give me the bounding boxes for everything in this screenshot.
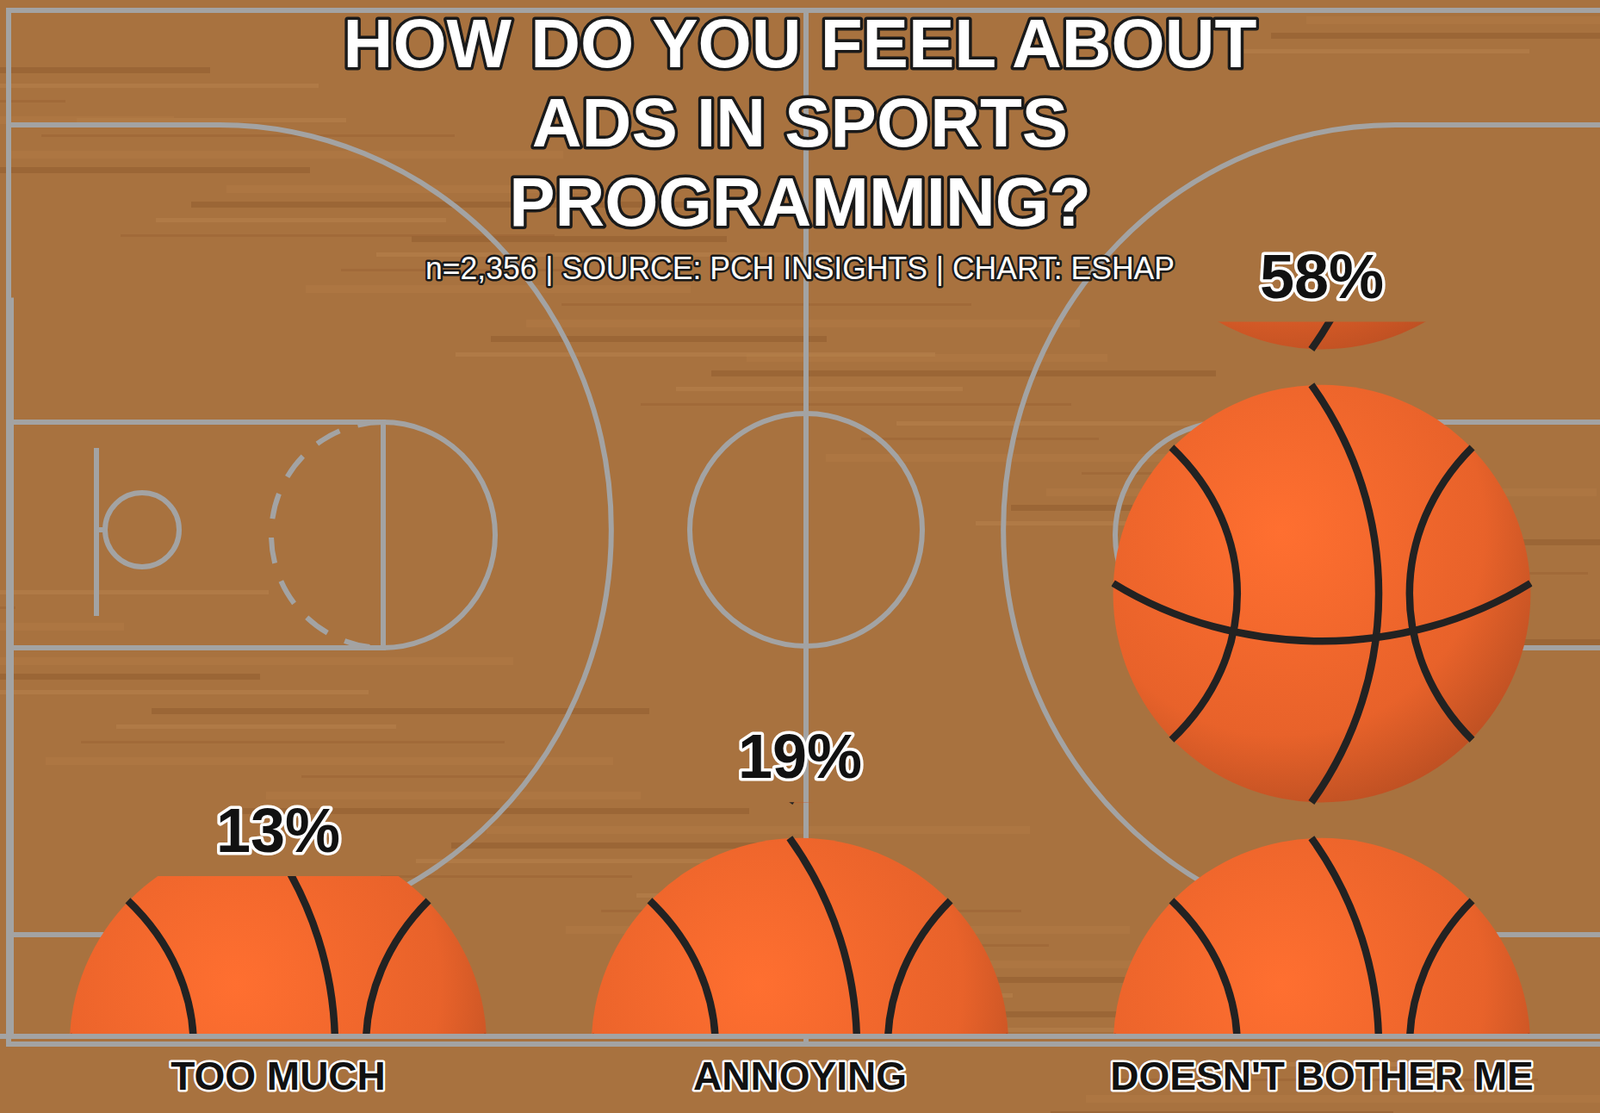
y-axis-line: [11, 297, 14, 1037]
ball-body: [1113, 322, 1532, 350]
wood-grain: [0, 83, 319, 88]
wood-grain: [0, 67, 211, 74]
x-tick-label: DOESN'T BOTHER ME: [1110, 1053, 1533, 1098]
data-labels: 13% 19% 58%: [216, 241, 1384, 866]
x-tick-label: ANNOYING: [693, 1053, 907, 1098]
wood-grain: [675, 386, 963, 391]
ball-seam: [1171, 899, 1237, 1036]
bar: [591, 801, 1010, 1036]
subtitle: n=2,356 | SOURCE: PCH INSIGHTS | CHART: …: [425, 250, 1175, 286]
ball-seam: [649, 899, 715, 1036]
wood-grain: [45, 756, 614, 765]
court-line: [1003, 124, 1600, 935]
wood-grain: [861, 437, 1099, 441]
ball-icon: [1113, 322, 1532, 350]
wood-grain: [0, 167, 311, 174]
ball-seam: [1409, 899, 1473, 1036]
x-tick: TOO MUCH: [170, 1053, 386, 1098]
bar: [1113, 322, 1532, 1036]
wood-grain: [155, 217, 447, 223]
ball-icon: [1113, 837, 1532, 1036]
wood-grain: [1271, 32, 1600, 39]
title: HOW DO YOU FEEL ABOUTADS IN SPORTSPROGRA…: [343, 5, 1258, 241]
wood-grain: [116, 724, 397, 729]
ball-seam: [1311, 384, 1379, 803]
wood-grain: [1306, 16, 1600, 25]
data-label: 19%: [737, 721, 863, 791]
ball-seam: [887, 899, 951, 1036]
ball-icon: [1113, 384, 1532, 803]
wood-grain: [526, 319, 1080, 328]
wood-grain: [0, 622, 125, 631]
wood-grain: [1235, 49, 1530, 54]
court-line: [383, 421, 496, 648]
court-line: [105, 492, 180, 567]
x-axis: TOO MUCH ANNOYING DOESN'T BOTHER ME: [0, 1035, 1600, 1098]
wood-grain: [561, 303, 972, 306]
title-line: ADS IN SPORTS: [532, 84, 1068, 162]
court-line: [8, 124, 612, 935]
wood-grain: [6, 150, 564, 159]
wood-grain: [455, 352, 936, 357]
ball-body: [1113, 384, 1532, 803]
ball-icon: [591, 801, 1010, 803]
bar: [69, 875, 488, 1036]
ball-seam: [365, 899, 429, 1036]
wood-grain: [0, 657, 514, 665]
ball-seam: [267, 875, 335, 1036]
ball-seam: [1409, 446, 1473, 739]
chart: HOW DO YOU FEEL ABOUTADS IN SPORTSPROGRA…: [0, 0, 1600, 1113]
ball-body: [591, 801, 1010, 803]
data-label: 13%: [216, 795, 341, 865]
wood-grain: [640, 403, 1072, 406]
ball-body: [1113, 837, 1532, 1036]
x-tick: DOESN'T BOTHER ME: [1110, 1053, 1533, 1098]
bars: [69, 297, 1532, 1036]
court-line: [96, 527, 106, 533]
y-axis: [12, 297, 13, 1037]
ball-body: [591, 837, 1010, 1036]
ball-seam: [1171, 446, 1237, 739]
baseline: [0, 1033, 1600, 1039]
ball-seam: [789, 837, 857, 1036]
x-tick: ANNOYING: [693, 1053, 907, 1098]
ball-seam: [1113, 582, 1532, 641]
wood-grain: [0, 673, 261, 680]
wood-grain: [711, 370, 1216, 377]
wood-grain: [151, 707, 650, 714]
wood-grain: [486, 825, 1030, 834]
title-line: PROGRAMMING?: [508, 163, 1092, 241]
wood-grain: [490, 335, 827, 342]
ball-icon: [591, 837, 1010, 1036]
ball-body: [69, 875, 488, 1036]
data-label: 58%: [1259, 241, 1384, 311]
wood-grain: [451, 842, 777, 849]
wood-grain: [305, 285, 691, 293]
ball-seam: [1311, 322, 1379, 350]
x-tick-label: TOO MUCH: [170, 1053, 386, 1098]
court-line: [8, 421, 384, 648]
wood-grain: [0, 689, 369, 695]
court-line: [271, 421, 384, 648]
ball-seam: [789, 801, 857, 803]
ball-seam: [127, 899, 193, 1036]
court-line: [689, 413, 923, 646]
wood-grain: [0, 589, 269, 595]
title-line: HOW DO YOU FEEL ABOUT: [343, 5, 1258, 82]
wood-grain: [80, 740, 505, 744]
ball-icon: [69, 875, 488, 1036]
wood-grain: [1050, 1110, 1394, 1113]
wood-grain: [41, 134, 455, 137]
wood-grain: [301, 775, 533, 778]
ball-seam: [1311, 837, 1379, 1036]
